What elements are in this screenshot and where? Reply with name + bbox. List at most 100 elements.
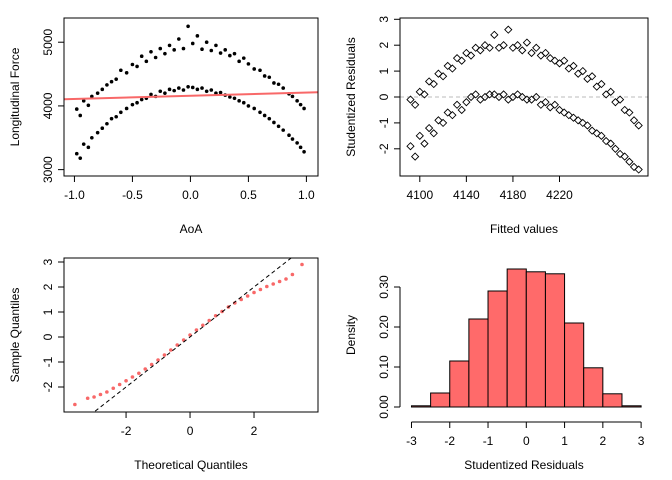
plot-area <box>400 25 648 174</box>
x-tick-label: 4220 <box>546 188 573 202</box>
x-tick-label: -1 <box>483 434 494 448</box>
point <box>281 128 286 132</box>
y-tick-label: 0 <box>377 93 391 100</box>
y-tick-label: -2 <box>377 143 391 154</box>
point <box>143 367 148 371</box>
reference-line <box>93 258 292 412</box>
point <box>420 90 429 99</box>
point <box>95 130 100 135</box>
point <box>560 108 569 117</box>
point <box>284 277 288 281</box>
point <box>499 90 508 99</box>
point <box>78 113 83 118</box>
x-tick-label: -2 <box>444 434 455 448</box>
point <box>452 100 462 109</box>
point <box>258 287 263 292</box>
point <box>564 110 573 120</box>
point <box>620 105 629 115</box>
point <box>471 90 480 99</box>
point <box>267 75 272 80</box>
point <box>209 48 214 53</box>
point <box>560 56 569 65</box>
point <box>144 59 149 64</box>
point <box>448 64 457 73</box>
point <box>237 99 241 103</box>
point <box>237 59 241 64</box>
point <box>139 97 144 102</box>
plot-area <box>64 24 318 160</box>
x-axis-label: Studentized Residuals <box>464 458 583 472</box>
point <box>620 152 629 161</box>
point <box>494 43 504 52</box>
point <box>130 62 135 67</box>
point <box>634 121 643 130</box>
point <box>95 91 100 95</box>
point <box>190 85 195 90</box>
bar <box>583 367 604 408</box>
point <box>302 106 306 111</box>
bar <box>506 268 527 408</box>
point <box>550 56 559 65</box>
point <box>169 348 173 352</box>
point <box>415 131 424 140</box>
point <box>546 103 555 112</box>
point <box>536 100 546 109</box>
bar <box>621 405 642 408</box>
bar <box>449 360 470 408</box>
point <box>232 96 237 101</box>
point <box>262 74 267 78</box>
point <box>295 141 299 145</box>
y-tick-label: 4000 <box>41 92 55 119</box>
y-tick-label: 5000 <box>41 29 55 56</box>
x-tick-label: 1 <box>561 434 568 448</box>
point <box>438 72 448 81</box>
point <box>466 51 476 60</box>
point <box>597 131 606 140</box>
plot-box <box>63 257 319 413</box>
point <box>158 89 163 94</box>
point <box>209 88 214 92</box>
point <box>117 382 122 387</box>
y-tick-label: 3000 <box>41 156 55 183</box>
point <box>578 66 587 76</box>
point <box>105 121 109 126</box>
point <box>271 282 276 286</box>
bar <box>544 273 566 408</box>
point <box>252 106 257 111</box>
point <box>245 294 250 298</box>
point <box>90 94 94 99</box>
point <box>218 51 223 55</box>
point <box>163 91 167 95</box>
point <box>276 124 281 129</box>
point <box>438 118 448 128</box>
point <box>499 41 508 50</box>
point <box>541 48 550 58</box>
point <box>228 53 232 58</box>
point <box>527 48 536 58</box>
point <box>457 105 466 115</box>
x-axis-label: Fitted values <box>490 222 558 236</box>
x-axis-label: AoA <box>180 222 203 236</box>
point <box>518 92 527 102</box>
y-axis-label: Longitudinal Force <box>8 47 22 146</box>
point <box>555 105 564 115</box>
point <box>156 358 160 362</box>
point <box>130 102 135 107</box>
point <box>252 290 256 295</box>
point <box>114 114 118 119</box>
x-axis-label: Theoretical Quantiles <box>134 458 247 472</box>
point <box>410 100 420 109</box>
fit-line <box>64 91 318 101</box>
point <box>476 46 485 55</box>
point <box>606 87 615 96</box>
point <box>601 136 611 146</box>
point <box>462 48 471 58</box>
point <box>448 110 457 120</box>
point <box>490 90 499 99</box>
x-tick-label: -3 <box>406 434 417 448</box>
point <box>287 133 291 138</box>
point <box>177 86 181 90</box>
point <box>186 85 190 89</box>
y-tick-label: -1 <box>377 117 391 128</box>
